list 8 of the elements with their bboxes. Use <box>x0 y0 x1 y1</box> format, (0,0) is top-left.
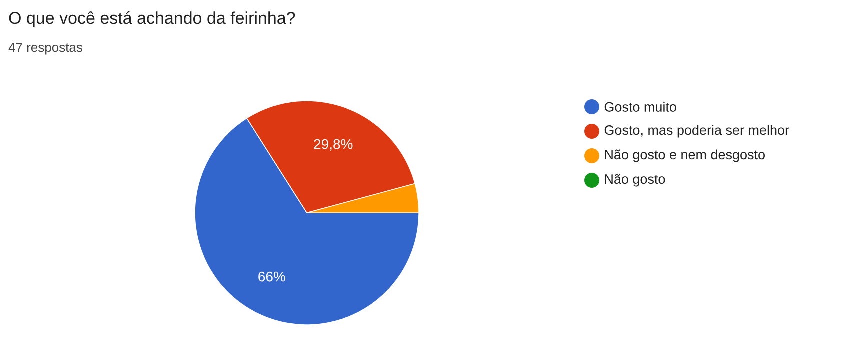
data-label: 66% <box>258 272 286 282</box>
text: 47 respostas <box>8 43 82 55</box>
data-label: 29,8% <box>314 139 353 151</box>
chart-title: O que você está achando da feirinha? <box>9 11 296 28</box>
legend-label: Não gosto <box>605 174 666 187</box>
legend-label: Gosto, mas poderia ser melhor <box>604 125 790 138</box>
legend-label: Não gosto e nem desgosto <box>605 150 765 162</box>
legend-label: Gosto muito <box>604 102 676 112</box>
